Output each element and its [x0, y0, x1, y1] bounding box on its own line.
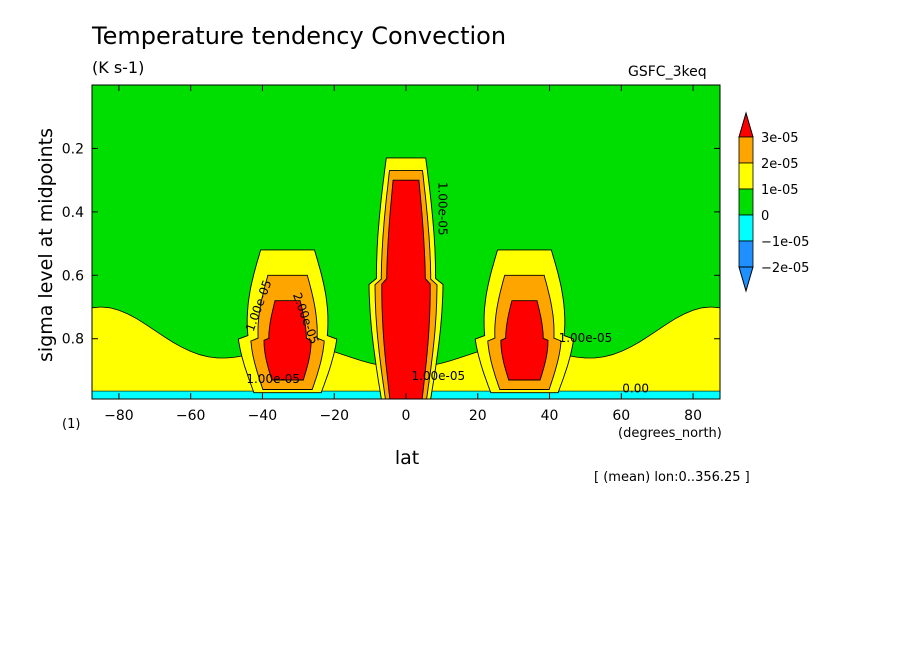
- colorbar-label: 3e-05: [761, 131, 799, 146]
- y-tick-label: 0.8: [62, 332, 84, 348]
- chart-title: Temperature tendency Convection: [92, 22, 507, 50]
- colorbar-label: 1e-05: [761, 183, 799, 198]
- contour-field: [92, 85, 720, 399]
- x-axis-units: (degrees_north): [618, 426, 722, 441]
- chart-units: (K s-1): [92, 58, 145, 77]
- colorbar-swatch: [738, 162, 754, 190]
- region-south-midlat-level-3: [263, 300, 312, 381]
- x-tick-label: 20: [469, 408, 487, 424]
- colorbar-label: −2e-05: [761, 261, 809, 276]
- contour-label: 1.00e-05: [435, 182, 449, 236]
- x-tick-label: 60: [612, 408, 630, 424]
- averaging-note: [ (mean) lon:0..356.25 ]: [594, 470, 750, 485]
- colorbar-label: 2e-05: [761, 157, 799, 172]
- colorbar-label: −1e-05: [761, 235, 809, 250]
- contour-label: 0.00: [622, 382, 649, 396]
- index-label: (1): [62, 417, 81, 432]
- x-axis-label: lat: [394, 447, 420, 469]
- contour-label: 1.00e-05: [411, 369, 465, 383]
- colorbar-swatch: [738, 136, 754, 164]
- y-tick-label: 0.6: [62, 268, 84, 284]
- colorbar-max-triangle: [738, 111, 754, 138]
- colorbar-swatch: [738, 188, 754, 216]
- colorbar: 3e-05 2e-05 1e-05 0 −1e-05 −2e-05: [738, 111, 809, 293]
- x-axis: −80 −60 −40 −20 0 20 40 60 80: [104, 85, 702, 424]
- x-tick-label: 40: [541, 408, 559, 424]
- x-tick-label: −20: [319, 408, 349, 424]
- x-tick-label: 0: [402, 408, 411, 424]
- y-axis: 0.2 0.4 0.6 0.8: [62, 141, 720, 348]
- x-tick-label: −80: [104, 408, 134, 424]
- x-tick-label: 80: [684, 408, 702, 424]
- x-tick-label: −60: [176, 408, 206, 424]
- x-tick-label: −40: [248, 408, 278, 424]
- colorbar-min-triangle: [738, 266, 754, 293]
- colorbar-swatch: [738, 240, 754, 268]
- y-tick-label: 0.2: [62, 141, 84, 157]
- y-tick-label: 0.4: [62, 205, 84, 221]
- colorbar-label: 0: [761, 209, 769, 224]
- region-north-midlat-level-3: [500, 300, 549, 381]
- contour-label: 1.00e-05: [559, 331, 613, 345]
- colorbar-swatch: [738, 214, 754, 242]
- contour-label: 1.00e-05: [246, 372, 300, 386]
- dataset-name: GSFC_3keq: [628, 64, 707, 80]
- region-tropical-level-3: [381, 179, 431, 399]
